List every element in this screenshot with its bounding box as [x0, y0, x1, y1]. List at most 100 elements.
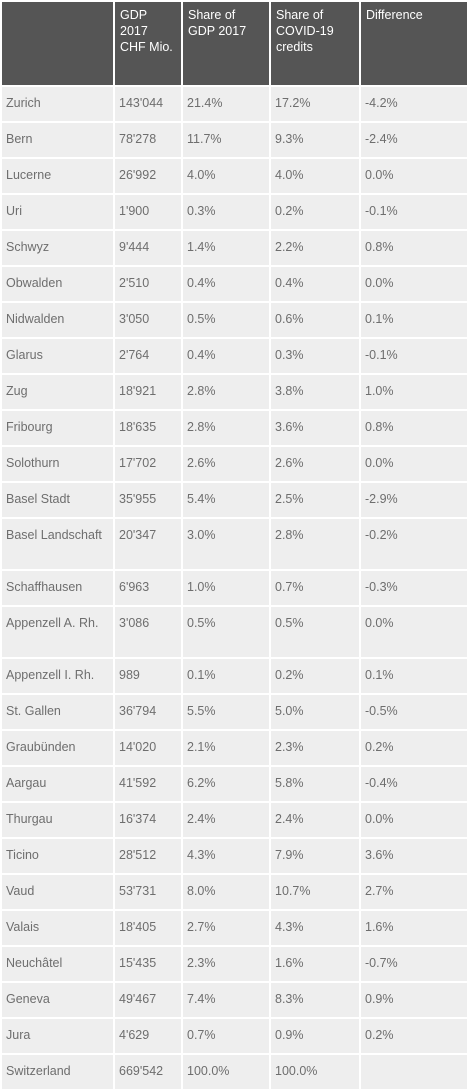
- gdp-cell: 35'955: [115, 483, 181, 517]
- canton-cell: Vaud: [2, 875, 113, 909]
- gdp-cell: 2'510: [115, 267, 181, 301]
- gdp-cell: 17'702: [115, 447, 181, 481]
- difference-cell: -4.2%: [361, 87, 467, 121]
- canton-cell: Schaffhausen: [2, 571, 113, 605]
- canton-cell: Basel Stadt: [2, 483, 113, 517]
- canton-cell: Solothurn: [2, 447, 113, 481]
- table-row: Schaffhausen 6'963 1.0% 0.7% -0.3%: [2, 571, 467, 605]
- gdp-share-cell: 2.8%: [183, 411, 269, 445]
- header-difference: Difference: [361, 2, 467, 85]
- gdp-cell: 2'764: [115, 339, 181, 373]
- difference-cell: -2.9%: [361, 483, 467, 517]
- credit-share-cell: 0.9%: [271, 1019, 359, 1053]
- difference-cell: 3.6%: [361, 839, 467, 873]
- difference-cell: 0.8%: [361, 231, 467, 265]
- canton-cell: Switzerland: [2, 1055, 113, 1089]
- difference-cell: 0.0%: [361, 803, 467, 837]
- credit-share-cell: 0.5%: [271, 607, 359, 657]
- difference-cell: -0.1%: [361, 195, 467, 229]
- table-row: Appenzell A. Rh. 3'086 0.5% 0.5% 0.0%: [2, 607, 467, 657]
- gdp-cell: 78'278: [115, 123, 181, 157]
- table-row: Glarus 2'764 0.4% 0.3% -0.1%: [2, 339, 467, 373]
- difference-cell: 0.1%: [361, 659, 467, 693]
- credit-share-cell: 2.2%: [271, 231, 359, 265]
- table-row: Jura 4'629 0.7% 0.9% 0.2%: [2, 1019, 467, 1053]
- difference-cell: 0.8%: [361, 411, 467, 445]
- credit-share-cell: 0.4%: [271, 267, 359, 301]
- credit-share-cell: 2.8%: [271, 519, 359, 569]
- credit-share-cell: 3.8%: [271, 375, 359, 409]
- gdp-cell: 14'020: [115, 731, 181, 765]
- gdp-share-cell: 2.4%: [183, 803, 269, 837]
- table-row: Basel Landschaft 20'347 3.0% 2.8% -0.2%: [2, 519, 467, 569]
- gdp-cell: 18'921: [115, 375, 181, 409]
- canton-cell: Valais: [2, 911, 113, 945]
- canton-cell: Fribourg: [2, 411, 113, 445]
- credit-share-cell: 8.3%: [271, 983, 359, 1017]
- gdp-cell: 4'629: [115, 1019, 181, 1053]
- credit-share-cell: 4.3%: [271, 911, 359, 945]
- credit-share-cell: 7.9%: [271, 839, 359, 873]
- gdp-cell: 669'542: [115, 1055, 181, 1089]
- header-canton: [2, 2, 113, 85]
- gdp-share-cell: 11.7%: [183, 123, 269, 157]
- difference-cell: -0.3%: [361, 571, 467, 605]
- canton-cell: Lucerne: [2, 159, 113, 193]
- table-row: Zug 18'921 2.8% 3.8% 1.0%: [2, 375, 467, 409]
- canton-cell: Zurich: [2, 87, 113, 121]
- gdp-cell: 36'794: [115, 695, 181, 729]
- gdp-share-cell: 2.6%: [183, 447, 269, 481]
- canton-cell: St. Gallen: [2, 695, 113, 729]
- gdp-share-cell: 2.1%: [183, 731, 269, 765]
- gdp-share-cell: 100.0%: [183, 1055, 269, 1089]
- canton-cell: Bern: [2, 123, 113, 157]
- table-row: Aargau 41'592 6.2% 5.8% -0.4%: [2, 767, 467, 801]
- table-row: Appenzell I. Rh. 989 0.1% 0.2% 0.1%: [2, 659, 467, 693]
- gdp-cell: 6'963: [115, 571, 181, 605]
- gdp-share-cell: 3.0%: [183, 519, 269, 569]
- gdp-share-cell: 0.3%: [183, 195, 269, 229]
- table-body: Zurich 143'044 21.4% 17.2% -4.2% Bern 78'278 11…: [2, 87, 467, 1089]
- gdp-share-cell: 0.5%: [183, 607, 269, 657]
- credit-share-cell: 0.2%: [271, 659, 359, 693]
- credit-share-cell: 0.7%: [271, 571, 359, 605]
- difference-cell: 1.6%: [361, 911, 467, 945]
- difference-cell: -0.5%: [361, 695, 467, 729]
- credit-share-cell: 2.3%: [271, 731, 359, 765]
- gdp-share-cell: 7.4%: [183, 983, 269, 1017]
- header-row: GDP 2017 CHF Mio. Share of GDP 2017 Shar…: [2, 2, 467, 85]
- credit-share-cell: 5.8%: [271, 767, 359, 801]
- credit-share-cell: 2.4%: [271, 803, 359, 837]
- table-row: Thurgau 16'374 2.4% 2.4% 0.0%: [2, 803, 467, 837]
- canton-cell: Neuchâtel: [2, 947, 113, 981]
- canton-cell: Zug: [2, 375, 113, 409]
- difference-cell: 0.0%: [361, 607, 467, 657]
- gdp-cell: 49'467: [115, 983, 181, 1017]
- gdp-cell: 53'731: [115, 875, 181, 909]
- credit-share-cell: 5.0%: [271, 695, 359, 729]
- canton-cell: Jura: [2, 1019, 113, 1053]
- difference-cell: -0.7%: [361, 947, 467, 981]
- gdp-cell: 3'050: [115, 303, 181, 337]
- gdp-share-cell: 1.4%: [183, 231, 269, 265]
- table-row: Neuchâtel 15'435 2.3% 1.6% -0.7%: [2, 947, 467, 981]
- difference-cell: -0.1%: [361, 339, 467, 373]
- table-row: Basel Stadt 35'955 5.4% 2.5% -2.9%: [2, 483, 467, 517]
- gdp-cell: 989: [115, 659, 181, 693]
- credit-share-cell: 0.3%: [271, 339, 359, 373]
- gdp-share-cell: 6.2%: [183, 767, 269, 801]
- difference-cell: 0.1%: [361, 303, 467, 337]
- credit-share-cell: 17.2%: [271, 87, 359, 121]
- canton-cell: Schwyz: [2, 231, 113, 265]
- gdp-cell: 18'405: [115, 911, 181, 945]
- canton-cell: Graubünden: [2, 731, 113, 765]
- table-header: GDP 2017 CHF Mio. Share of GDP 2017 Shar…: [2, 2, 467, 85]
- table-row: Ticino 28'512 4.3% 7.9% 3.6%: [2, 839, 467, 873]
- difference-cell: 0.0%: [361, 159, 467, 193]
- credit-share-cell: 2.6%: [271, 447, 359, 481]
- gdp-share-cell: 2.3%: [183, 947, 269, 981]
- credit-share-cell: 0.2%: [271, 195, 359, 229]
- table-row: Nidwalden 3'050 0.5% 0.6% 0.1%: [2, 303, 467, 337]
- difference-cell: -2.4%: [361, 123, 467, 157]
